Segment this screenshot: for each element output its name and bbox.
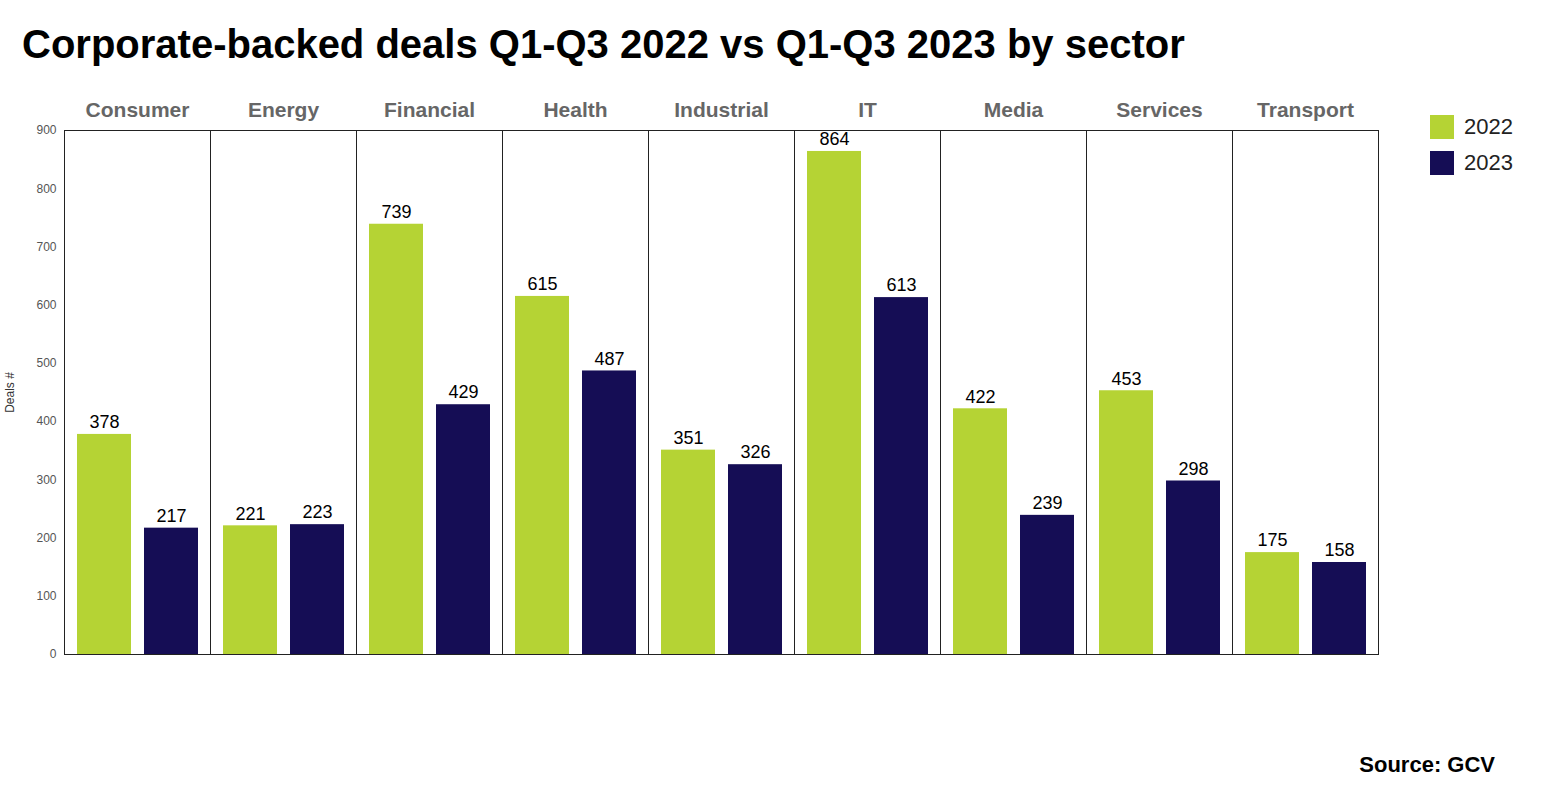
svg-text:221: 221 — [235, 504, 265, 524]
svg-text:453: 453 — [1111, 369, 1141, 389]
svg-text:158: 158 — [1324, 540, 1354, 560]
svg-text:IT: IT — [858, 98, 877, 121]
svg-text:100: 100 — [36, 589, 56, 603]
html-text:Source: GCV: Source: GCV — [1359, 752, 1495, 777]
svg-text:378: 378 — [89, 412, 119, 432]
svg-text:600: 600 — [36, 298, 56, 312]
svg-text:239: 239 — [1032, 493, 1062, 513]
svg-text:429: 429 — [448, 382, 478, 402]
svg-text:700: 700 — [36, 240, 56, 254]
svg-text:422: 422 — [965, 387, 995, 407]
svg-text:Industrial: Industrial — [674, 98, 769, 121]
svg-text:0: 0 — [50, 647, 57, 661]
svg-text:900: 900 — [36, 123, 56, 137]
svg-text:500: 500 — [36, 356, 56, 370]
svg-text:Health: Health — [543, 98, 607, 121]
svg-text:326: 326 — [740, 442, 770, 462]
svg-text:Consumer: Consumer — [86, 98, 190, 121]
svg-text:864: 864 — [819, 129, 849, 149]
svg-text:Media: Media — [984, 98, 1044, 121]
svg-text:Deals #: Deals # — [3, 372, 17, 413]
svg-text:800: 800 — [36, 182, 56, 196]
svg-text:217: 217 — [156, 506, 186, 526]
html-text:2023: 2023 — [1464, 150, 1513, 175]
html-text:Corporate-backed deals Q1-Q3 2: Corporate-backed deals Q1-Q3 2022 vs Q1-… — [22, 22, 1185, 66]
svg-text:Energy: Energy — [248, 98, 320, 121]
svg-text:Services: Services — [1116, 98, 1202, 121]
svg-text:351: 351 — [673, 428, 703, 448]
svg-text:200: 200 — [36, 531, 56, 545]
svg-text:298: 298 — [1178, 459, 1208, 479]
svg-text:Financial: Financial — [384, 98, 475, 121]
svg-text:739: 739 — [381, 202, 411, 222]
svg-text:613: 613 — [886, 275, 916, 295]
svg-text:615: 615 — [527, 274, 557, 294]
svg-text:175: 175 — [1257, 530, 1287, 550]
svg-text:300: 300 — [36, 473, 56, 487]
svg-text:487: 487 — [594, 349, 624, 369]
svg-text:223: 223 — [302, 502, 332, 522]
html-text:2022: 2022 — [1464, 114, 1513, 139]
svg-text:400: 400 — [36, 414, 56, 428]
svg-text:Transport: Transport — [1257, 98, 1354, 121]
